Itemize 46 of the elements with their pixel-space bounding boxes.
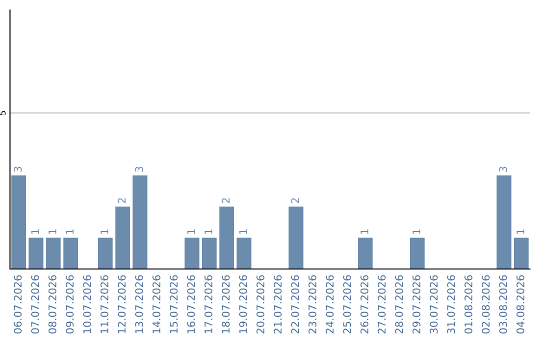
x-tick-label: 27.07.2026 [378, 275, 386, 334]
x-tick-label: 24.07.2026 [326, 275, 334, 334]
x-tick-label: 31.07.2026 [447, 275, 456, 334]
x-tick-label: 16.07.2026 [187, 275, 196, 334]
x-tick-label: 25.07.2026 [343, 275, 352, 334]
x-tick-label: 18.07.2026 [222, 275, 230, 334]
x-tick-label: 10.07.2026 [83, 275, 92, 334]
data-label: 1 [239, 229, 247, 234]
data-label: 1 [412, 229, 420, 234]
data-label: 1 [204, 229, 212, 234]
x-tick-label: 09.07.2026 [66, 275, 74, 334]
x-tick-label: 15.07.2026 [170, 275, 178, 334]
data-label: 3 [135, 166, 144, 172]
data-label: 1 [66, 229, 74, 234]
data-label: 1 [31, 229, 39, 234]
data-label: 1 [187, 229, 195, 234]
x-tick-label: 17.07.2026 [204, 275, 212, 334]
x-tick-label: 21.07.2026 [274, 275, 282, 334]
x-tick-label: 19.07.2026 [239, 275, 248, 334]
x-tick-label: 28.07.2026 [395, 275, 404, 334]
x-tick-label: 03.08.2026 [499, 275, 508, 334]
x-tick-label: 06.07.2026 [14, 275, 22, 334]
x-tick-label: 23.07.2026 [308, 275, 316, 334]
data-label: 1 [100, 229, 108, 234]
data-label: 1 [516, 229, 524, 234]
x-tick-label: 02.08.2026 [482, 275, 490, 334]
x-tick-label: 04.08.2026 [516, 275, 524, 334]
data-label: 3 [14, 166, 22, 172]
data-label: 2 [118, 198, 126, 204]
x-tick-label: 12.07.2026 [118, 275, 126, 334]
x-tick-label: 30.07.2026 [430, 275, 438, 334]
x-tick-label: 08.07.2026 [48, 275, 56, 334]
x-tick-label: 26.07.2026 [360, 275, 368, 334]
x-tick-label: 07.07.2026 [31, 275, 40, 334]
x-tick-label: 29.07.2026 [412, 275, 420, 334]
x-tick-label: 22.07.2026 [291, 275, 300, 334]
data-label: 2 [222, 198, 230, 204]
x-tick-label: 11.07.2026 [100, 275, 108, 334]
data-label: 1 [360, 229, 368, 234]
x-tick-label: 20.07.2026 [256, 275, 264, 334]
data-label: 2 [291, 198, 299, 204]
x-tick-label: 14.07.2026 [152, 275, 160, 334]
x-tick-label: 13.07.2026 [135, 275, 144, 334]
x-tick-label: 01.08.2026 [464, 275, 472, 334]
data-label: 1 [48, 229, 56, 234]
data-label: 3 [499, 166, 508, 172]
